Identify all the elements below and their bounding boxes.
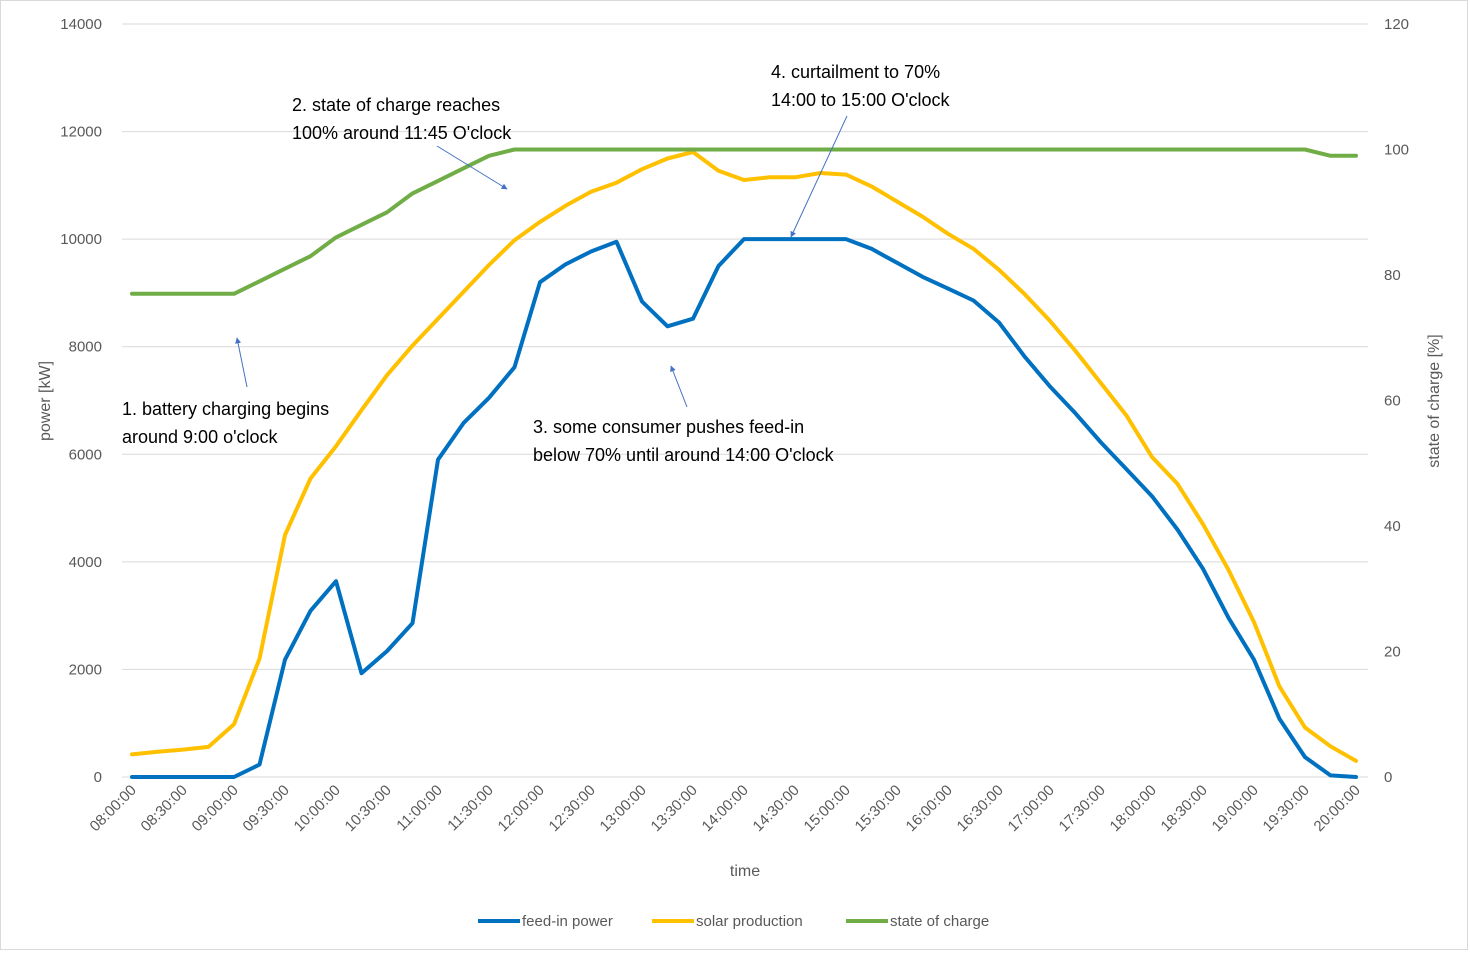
annotation-3-arrow [670,365,688,408]
x-axis-title: time [730,863,760,880]
x-tick-label: 09:00:00 [189,782,242,835]
x-tick-label: 16:30:00 [954,782,1007,835]
y2-tick-label: 0 [1384,769,1392,786]
annotation-1-arrow [235,337,248,388]
y2-axis-title: state of charge [%] [1426,334,1443,467]
annotation-2-arrow [436,145,508,190]
y2-tick-label: 120 [1384,16,1409,33]
x-tick-label: 13:30:00 [648,782,701,835]
annotation-2-line-1: 2. state of charge reaches [292,95,500,115]
x-tick-label: 17:00:00 [1005,782,1058,835]
x-tick-label: 09:30:00 [240,782,293,835]
annotation-3-line-1: 3. some consumer pushes feed-in [533,417,804,437]
annotation-2-line-2: 100% around 11:45 O'clock [292,123,512,143]
x-tick-label: 15:00:00 [801,782,854,835]
y-tick-label: 4000 [69,554,102,571]
legend-label-soc: state of charge [890,913,989,930]
x-tick-label: 11:00:00 [393,782,446,835]
x-tick-label: 13:00:00 [597,782,650,835]
annotation-1-line-2: around 9:00 o'clock [122,427,279,447]
left-axis-ticks: 0 2000 4000 6000 8000 10000 12000 14000 [60,16,102,786]
x-tick-label: 11:30:00 [444,782,497,835]
y2-tick-label: 80 [1384,267,1401,284]
annotation-4-arrow [790,115,848,238]
x-tick-label: 16:00:00 [903,782,956,835]
legend: feed-in power solar production state of … [478,913,989,930]
legend-label-solar: solar production [696,913,803,930]
series-line-feed-in [130,237,1358,779]
x-tick-label: 08:30:00 [138,782,191,835]
annotation-1-line-1: 1. battery charging begins [122,399,329,419]
annotation-4-line-2: 14:00 to 15:00 O'clock [771,90,951,110]
y-tick-label: 2000 [69,661,102,678]
y-tick-label: 8000 [69,339,102,356]
series-line-soc [130,147,1358,296]
y-tick-label: 12000 [60,124,102,141]
x-tick-label: 08:00:00 [87,782,140,835]
series-line-solar [130,150,1358,763]
x-tick-label: 19:00:00 [1209,782,1262,835]
y2-tick-label: 20 [1384,644,1401,661]
y-tick-label: 0 [94,769,102,786]
x-tick-label: 18:00:00 [1107,782,1160,835]
x-tick-label: 12:30:00 [546,782,599,835]
y2-tick-label: 100 [1384,142,1409,159]
x-tick-label: 15:30:00 [852,782,905,835]
right-axis-ticks: 0 20 40 60 80 100 120 [1384,16,1409,786]
y2-tick-label: 60 [1384,393,1401,410]
x-tick-label: 18:30:00 [1158,782,1211,835]
x-tick-label: 20:00:00 [1311,782,1364,835]
annotation-4-line-1: 4. curtailment to 70% [771,62,940,82]
x-tick-label: 14:30:00 [750,782,803,835]
x-tick-label: 17:30:00 [1056,782,1109,835]
x-tick-label: 10:30:00 [342,782,395,835]
x-axis-ticks: 08:00:0008:30:0009:00:0009:30:0010:00:00… [87,782,1364,835]
y2-tick-label: 40 [1384,518,1401,535]
annotation-3-line-2: below 70% until around 14:00 O'clock [533,445,835,465]
legend-label-feed-in: feed-in power [522,913,613,930]
y-axis-title: power [kW] [37,361,54,441]
series-lines [130,147,1358,779]
x-tick-label: 14:00:00 [699,782,752,835]
y-tick-label: 6000 [69,446,102,463]
y-tick-label: 14000 [60,16,102,33]
x-tick-label: 10:00:00 [291,782,344,835]
x-tick-label: 12:00:00 [495,782,548,835]
y-tick-label: 10000 [60,231,102,248]
x-tick-label: 19:30:00 [1260,782,1313,835]
annotations: 1. battery charging begins around 9:00 o'… [122,62,951,465]
